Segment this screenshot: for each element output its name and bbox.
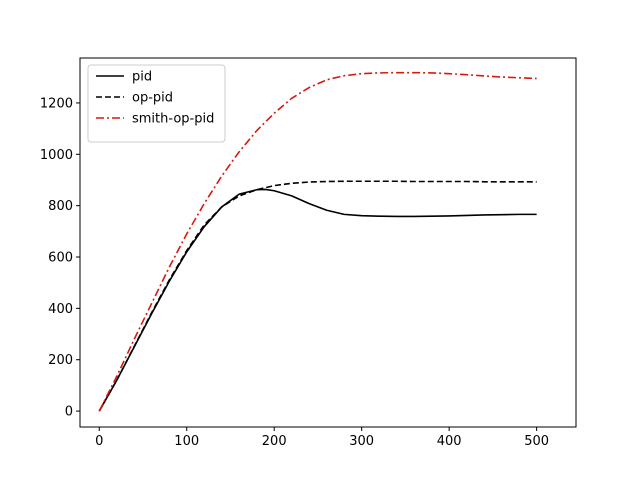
legend-label-pid: pid xyxy=(132,70,152,85)
x-tick-label: 300 xyxy=(349,434,374,449)
plot-area xyxy=(98,71,537,412)
legend: pid op-pid smith-op-pid xyxy=(87,64,226,143)
series-line-pid xyxy=(98,188,537,412)
legend-box xyxy=(87,64,226,143)
y-tick-label: 1000 xyxy=(40,148,73,163)
y-tick-label: 800 xyxy=(48,199,73,214)
x-tick-label: 200 xyxy=(262,434,287,449)
y-tick-label: 0 xyxy=(65,405,73,420)
series-line-smith-op-pid xyxy=(98,71,537,412)
legend-label-op-pid: op-pid xyxy=(132,91,173,106)
y-tick-label: 600 xyxy=(48,251,73,266)
x-tick-label: 100 xyxy=(174,434,199,449)
y-tick-label: 400 xyxy=(48,302,73,317)
series-line-op-pid xyxy=(98,180,537,412)
x-axis: 0 100 200 300 400 500 xyxy=(95,427,549,449)
x-tick-label: 400 xyxy=(437,434,462,449)
legend-label-smith-op-pid: smith-op-pid xyxy=(132,112,214,127)
y-tick-label: 200 xyxy=(48,353,73,368)
y-axis: 0 200 400 600 800 1000 1200 xyxy=(40,96,80,420)
axes-frame xyxy=(79,57,577,428)
x-tick-label: 0 xyxy=(95,434,103,449)
x-tick-label: 500 xyxy=(524,434,549,449)
y-tick-label: 1200 xyxy=(40,96,73,111)
